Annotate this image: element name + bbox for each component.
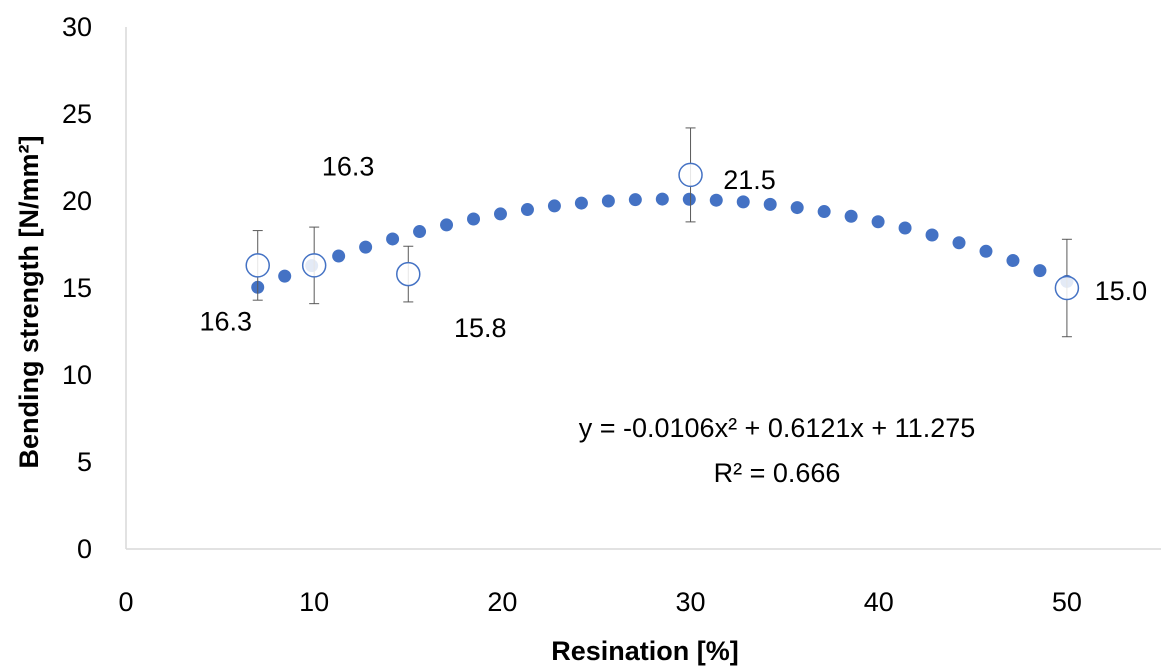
y-tick-label: 25: [62, 99, 92, 129]
x-axis-label: Resination [%]: [551, 636, 739, 666]
trendline-dots: [251, 192, 1074, 294]
trendline-equation: y = -0.0106x² + 0.6121x + 11.275: [579, 413, 976, 443]
trendline-dot: [386, 232, 400, 246]
trendline-dot: [413, 225, 427, 239]
trendline-dot: [736, 195, 750, 209]
trendline-dot: [655, 192, 669, 206]
trendline-dot: [520, 203, 534, 217]
trendline-dot: [898, 221, 912, 235]
y-tick-label: 5: [77, 447, 92, 477]
chart-axes: [125, 27, 1161, 550]
data-point: [678, 162, 703, 188]
data-point: [1054, 275, 1080, 301]
trendline-dot: [817, 205, 831, 219]
trendline-dot: [493, 207, 507, 221]
x-tick-label: 40: [864, 587, 894, 617]
trendline-dot: [925, 228, 939, 242]
trendline-dot: [278, 269, 292, 283]
y-tick-label: 0: [77, 534, 92, 564]
x-tick-label: 0: [118, 587, 133, 617]
y-tick-label: 15: [62, 273, 92, 303]
data-labels: 16.3 16.3 15.8 21.5 15.0: [199, 151, 1147, 343]
trendline-dot: [790, 201, 804, 215]
trendline-dot: [844, 209, 858, 223]
x-tick-labels: 0 10 20 30 40 50: [118, 587, 1081, 617]
data-label: 16.3: [322, 151, 375, 181]
trendline-dot: [871, 215, 885, 229]
x-tick-label: 20: [487, 587, 517, 617]
x-tick-label: 30: [676, 587, 706, 617]
trendline-dot: [1006, 254, 1020, 268]
trendline-dot: [628, 193, 642, 207]
x-tick-label: 10: [299, 587, 329, 617]
trendline-dot: [709, 193, 723, 207]
trendline-dot: [979, 244, 993, 258]
data-label: 15.0: [1095, 276, 1148, 306]
y-tick-labels: 0 5 10 15 20 25 30: [62, 12, 92, 564]
trendline-dot: [763, 197, 777, 211]
trendline-dot: [952, 236, 966, 250]
y-tick-label: 10: [62, 360, 92, 390]
x-tick-label: 50: [1052, 587, 1082, 617]
error-bars: [252, 127, 1072, 338]
trendline-dot: [547, 199, 561, 213]
data-point: [396, 261, 421, 287]
data-points: [245, 162, 1080, 301]
trendline-dot: [682, 192, 696, 206]
trendline-dot: [574, 196, 588, 210]
trendline-dot: [467, 212, 481, 226]
data-label: 21.5: [723, 165, 776, 195]
y-tick-label: 20: [62, 186, 92, 216]
trendline-dot: [440, 218, 454, 232]
trendline-dot: [332, 249, 346, 263]
data-label: 15.8: [454, 313, 507, 343]
data-point: [245, 253, 270, 278]
trendline-dot: [601, 194, 615, 208]
y-tick-label: 30: [62, 12, 92, 42]
trendline-dot: [359, 240, 373, 254]
trendline-r-squared: R² = 0.666: [714, 458, 841, 488]
trendline-dot: [1033, 264, 1047, 278]
data-point: [301, 253, 327, 278]
y-axis-label: Bending strength [N/mm²]: [14, 136, 44, 469]
data-label: 16.3: [199, 306, 252, 336]
